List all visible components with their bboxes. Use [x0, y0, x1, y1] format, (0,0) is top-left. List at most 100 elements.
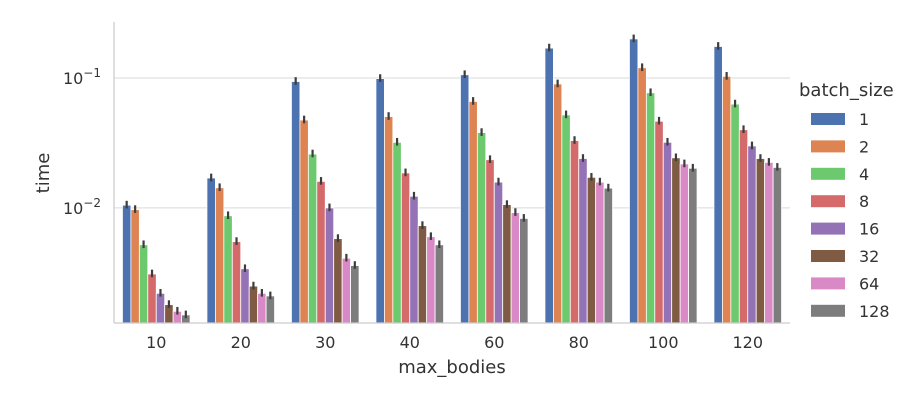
bar [629, 38, 639, 324]
bar [426, 236, 436, 324]
x-tick-label: 30 [315, 333, 335, 352]
bar [231, 241, 242, 324]
x-tick-label: 120 [732, 333, 763, 352]
bar [400, 172, 411, 324]
legend-swatch [811, 195, 845, 208]
bar [476, 132, 487, 324]
bar [155, 292, 166, 324]
bar [637, 67, 647, 324]
bar [645, 92, 656, 324]
bar [586, 176, 597, 324]
bar [138, 244, 149, 324]
x-axis-label: max_bodies [398, 357, 506, 378]
bar [248, 285, 259, 324]
legend: batch_size 1 2 4 8 16 32 64 128 [799, 80, 894, 321]
y-tick-label: 10−1 [63, 66, 101, 88]
x-tick-label: 20 [231, 333, 251, 352]
bar [764, 162, 774, 324]
bar [130, 209, 140, 324]
bar [772, 167, 782, 324]
legend-label: 8 [859, 192, 869, 211]
bars [122, 34, 782, 324]
bar [485, 159, 495, 324]
legend-label: 4 [859, 165, 869, 184]
legend-swatch [811, 250, 845, 262]
bar [654, 120, 664, 324]
y-tick-exponent: −1 [83, 66, 101, 80]
bar [713, 46, 723, 324]
bar [341, 257, 351, 324]
bar [409, 195, 419, 324]
bar [603, 187, 613, 324]
bar [324, 207, 335, 324]
bar [468, 101, 478, 324]
legend-label: 16 [859, 220, 879, 239]
bar [578, 158, 588, 324]
bar [307, 153, 318, 324]
x-tick-label: 60 [484, 333, 504, 352]
bar [561, 114, 571, 324]
legend-swatch [811, 277, 845, 290]
bar [240, 268, 250, 324]
bar [544, 47, 554, 324]
axes [113, 22, 790, 324]
bar [722, 75, 732, 324]
y-tick-base: 10 [63, 69, 83, 88]
bar [460, 74, 470, 324]
bar [122, 204, 132, 324]
bar [333, 238, 343, 324]
bar [383, 116, 394, 324]
bar [747, 145, 757, 324]
bar [434, 244, 444, 324]
bar [493, 181, 504, 324]
legend-label: 1 [859, 110, 869, 129]
x-tick-label: 10 [146, 333, 166, 352]
bar [688, 167, 698, 324]
legend-label: 64 [859, 274, 879, 293]
bar [214, 187, 225, 324]
bar [738, 129, 749, 324]
bar [316, 181, 326, 324]
legend-swatch [811, 304, 845, 317]
x-tick-label: 80 [569, 333, 589, 352]
legend-swatch [811, 222, 845, 235]
y-tick-labels: 10−210−1 [63, 66, 101, 218]
y-tick-base: 10 [63, 199, 83, 218]
bar [755, 158, 766, 324]
bar [671, 157, 681, 324]
bar [510, 212, 520, 324]
legend-label: 128 [859, 302, 890, 321]
x-tick-labels: 10 20 30 40 60 80 100 120 [146, 333, 763, 352]
y-tick-label: 10−2 [63, 196, 101, 218]
y-axis-label: time [33, 153, 54, 194]
bar [375, 78, 385, 324]
legend-title: batch_size [799, 80, 894, 101]
bar [299, 119, 309, 324]
bar [595, 181, 605, 324]
bar [392, 141, 402, 324]
bar [147, 273, 157, 324]
x-tick-label: 100 [648, 333, 679, 352]
bar [730, 103, 740, 324]
y-tick-exponent: −2 [83, 196, 101, 210]
legend-label: 32 [859, 247, 879, 266]
bar [662, 141, 673, 324]
legend-label: 2 [859, 137, 869, 156]
bar [257, 292, 267, 324]
bar [291, 81, 301, 324]
bar [206, 177, 216, 324]
bar [417, 225, 428, 324]
bar [265, 295, 275, 324]
bar [569, 140, 580, 324]
x-tick-label: 40 [400, 333, 420, 352]
bar [519, 218, 529, 324]
legend-swatch [811, 113, 845, 125]
bar [502, 204, 512, 324]
legend-swatch [811, 140, 845, 153]
bar [553, 83, 563, 324]
legend-swatch [811, 167, 845, 180]
bar [350, 265, 360, 324]
bar [679, 163, 690, 324]
bar [223, 215, 233, 324]
